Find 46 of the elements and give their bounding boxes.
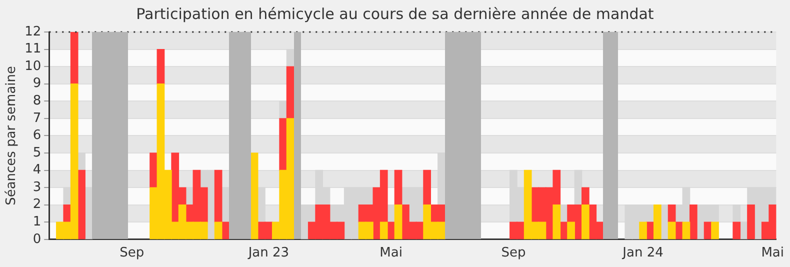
bar [711,222,719,240]
bar [394,170,402,206]
x-tick-label: Sep [120,246,144,261]
bar [552,204,561,240]
y-tick-label: 3 [32,180,42,195]
y-tick-label: 4 [32,162,42,178]
bar [70,32,78,84]
x-tick-label: Sep [501,246,526,261]
bar [63,204,72,222]
bar [668,222,676,240]
bar [639,222,647,240]
bar [668,204,676,222]
bar [150,152,158,188]
y-tick-label: 11 [24,42,42,57]
bar [732,222,741,240]
y-tick-label: 1 [32,214,42,230]
bar [582,204,590,240]
y-tick-label: 10 [24,58,42,74]
bar [682,222,690,240]
y-axis-title: Séances par semaine [4,66,20,206]
y-tick-label: 5 [32,145,42,160]
y-tick-label: 2 [32,197,42,212]
chart-title: Participation en hémicycle au cours de sa dernière année de mandat [136,4,654,23]
bar [567,222,575,240]
bar [747,204,755,240]
x-tick-label: Mai [380,246,402,261]
bar [689,204,698,240]
bar [423,170,431,206]
bar [156,48,165,84]
y-tick-label: 9 [32,76,42,92]
x-tick-label: Jan 24 [622,246,664,261]
y-tick-label: 8 [32,94,42,109]
bar [394,204,402,240]
x-tick-label: Mai [761,246,784,261]
bar [214,222,222,240]
bar [279,118,288,171]
bar [653,204,662,240]
y-tick-label: 7 [32,110,42,126]
y-tick-label: 12 [24,24,42,40]
y-tick-label: 6 [32,128,42,144]
y-tick-label: 0 [32,232,42,247]
x-tick-label: Jan 23 [247,246,290,261]
bar [286,66,294,119]
bar [214,170,222,222]
bar [380,222,388,240]
bar [582,187,590,206]
